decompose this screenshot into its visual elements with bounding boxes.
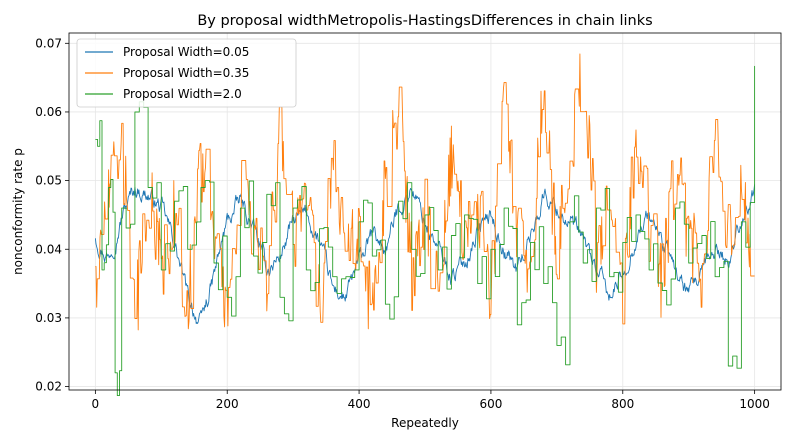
y-tick-label: 0.06 [35, 105, 62, 119]
legend-label: Proposal Width=2.0 [123, 87, 242, 101]
legend-box [76, 38, 297, 108]
legend: Proposal Width=0.05 Proposal Width=0.35 Pr… [76, 38, 297, 108]
x-tick-label: 400 [348, 397, 371, 411]
x-tick-label: 1000 [739, 397, 770, 411]
plot-frame [68, 32, 782, 391]
x-tick-label: 0 [92, 397, 100, 411]
legend-label: Proposal Width=0.05 [123, 45, 249, 59]
y-tick-label: 0.05 [35, 174, 62, 188]
legend-label: Proposal Width=0.35 [123, 66, 249, 80]
x-tick-label: 200 [216, 397, 239, 411]
series-line-2 [95, 53, 755, 331]
y-axis-label: nonconformity rate p [11, 148, 25, 275]
x-axis: 0 200 400 600 800 1000 [92, 390, 770, 411]
y-axis: 0.02 0.03 0.04 0.05 0.06 0.07 [35, 36, 69, 394]
y-tick-label: 0.02 [35, 380, 62, 394]
x-axis-label: Repeatedly [391, 416, 459, 430]
chart-title: By proposal widthMetropolis-HastingsDiff… [197, 13, 652, 29]
y-tick-label: 0.07 [35, 36, 62, 50]
x-tick-label: 800 [611, 397, 634, 411]
series-line-3 [95, 65, 756, 397]
plot-area [94, 53, 756, 397]
y-tick-label: 0.03 [35, 311, 62, 325]
y-tick-label: 0.04 [35, 242, 62, 256]
x-tick-label: 600 [479, 397, 502, 411]
